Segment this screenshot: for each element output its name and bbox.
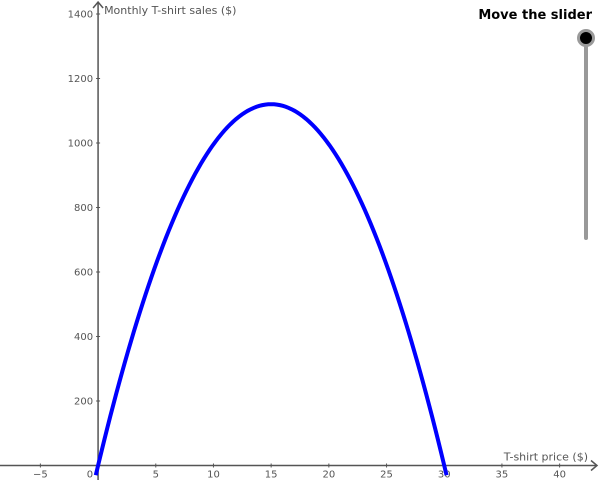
x-axis-arrow-icon <box>590 459 599 472</box>
y-tick-label: 1200 <box>68 74 93 85</box>
x-tick-label: 15 <box>265 469 278 480</box>
x-tick-label: 40 <box>553 469 566 480</box>
slider-title: Move the slider <box>478 8 592 23</box>
ticks: −5 5 10 15 20 25 30 35 40 200 400 600 800 1000 1200 140… <box>33 10 566 480</box>
slider-panel: Move the slider <box>460 0 600 250</box>
y-tick-label: 600 <box>74 267 93 278</box>
x-tick-label: 30 <box>438 469 451 480</box>
x-tick-label: −5 <box>33 469 48 480</box>
y-tick-label: 1000 <box>68 138 93 149</box>
x-tick-label: 20 <box>322 469 335 480</box>
y-tick-label: 400 <box>74 332 93 343</box>
origin-label: 0 <box>87 469 93 480</box>
sales-curve <box>93 102 449 476</box>
slider-handle[interactable] <box>577 29 595 47</box>
x-tick-label: 5 <box>153 469 159 480</box>
y-axis-title: Monthly T-shirt sales ($) <box>104 4 236 17</box>
x-tick-label: 25 <box>380 469 393 480</box>
curve-layer <box>93 102 449 476</box>
slider-track[interactable] <box>584 38 588 240</box>
x-tick-label: 10 <box>207 469 220 480</box>
x-axis-title: T-shirt price ($) <box>503 450 588 463</box>
y-tick-label: 800 <box>74 203 93 214</box>
y-tick-label: 1400 <box>68 10 93 21</box>
x-tick-label: 35 <box>496 469 509 480</box>
y-tick-label: 200 <box>74 396 93 407</box>
y-axis-arrow-icon <box>92 0 104 9</box>
